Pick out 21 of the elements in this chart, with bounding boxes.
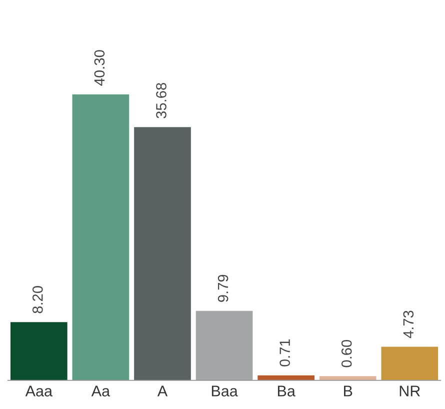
x-tick-label: A [157, 386, 168, 396]
bar [196, 310, 253, 380]
x-tick-label: NR [400, 386, 420, 396]
data-label: 9.79 [218, 274, 228, 302]
data-label: 8.20 [32, 286, 43, 314]
bar [134, 127, 191, 380]
data-label: 0.71 [280, 339, 290, 366]
bar [381, 346, 438, 380]
bar [72, 94, 130, 380]
x-tick-label: Aa [91, 386, 110, 396]
x-tick-label: Aaa [25, 386, 52, 396]
data-label: 35.68 [156, 82, 166, 118]
bar [10, 322, 68, 380]
data-label: 0.60 [341, 340, 352, 368]
bar [258, 375, 314, 380]
data-label: 40.30 [94, 50, 105, 86]
data-label: 4.73 [403, 310, 414, 338]
x-tick-label: Ba [278, 386, 296, 396]
x-tick-label: B [344, 386, 352, 396]
bar [319, 376, 376, 380]
x-tick-label: Baa [212, 386, 238, 396]
